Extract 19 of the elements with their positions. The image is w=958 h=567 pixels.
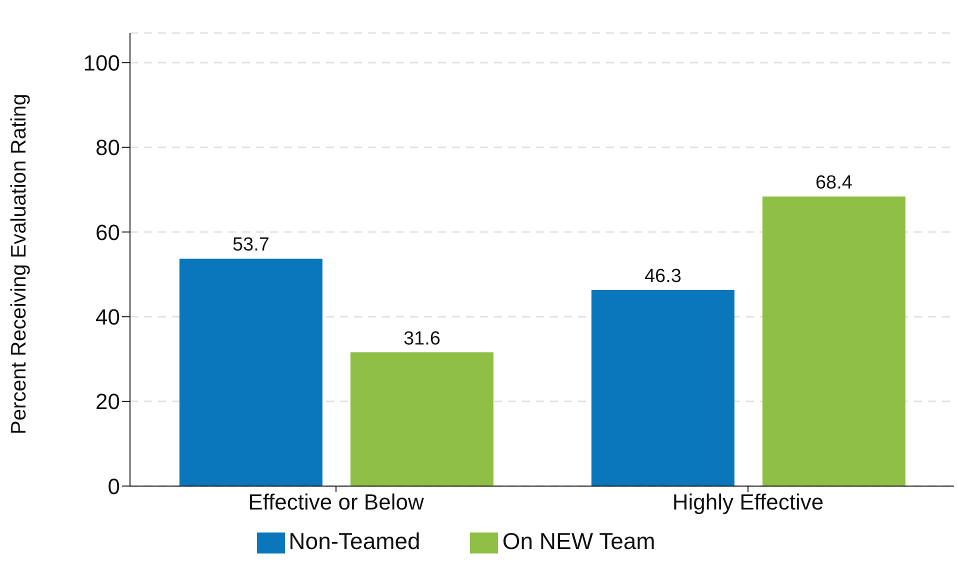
x-tick-label: Effective or Below xyxy=(248,490,424,515)
bar xyxy=(179,258,322,486)
y-axis-title: Percent Receiving Evaluation Rating xyxy=(7,94,30,435)
x-tick-label: Highly Effective xyxy=(672,490,824,515)
data-label: 46.3 xyxy=(644,266,682,288)
y-tick-label: 80 xyxy=(96,135,120,160)
y-tick-label: 100 xyxy=(83,50,120,76)
y-tick-label: 20 xyxy=(96,389,120,414)
data-label: 53.7 xyxy=(232,234,270,256)
data-label: 31.6 xyxy=(403,328,440,350)
y-tick-label: 0 xyxy=(108,474,120,499)
bar xyxy=(591,290,734,486)
data-label: 68.4 xyxy=(815,172,853,194)
legend-label: On NEW Team xyxy=(502,528,656,554)
bar xyxy=(762,196,906,486)
y-tick-label: 60 xyxy=(96,220,120,245)
legend-label: Non-Teamed xyxy=(288,528,420,554)
y-tick-label: 40 xyxy=(96,304,120,330)
bar xyxy=(350,352,494,486)
